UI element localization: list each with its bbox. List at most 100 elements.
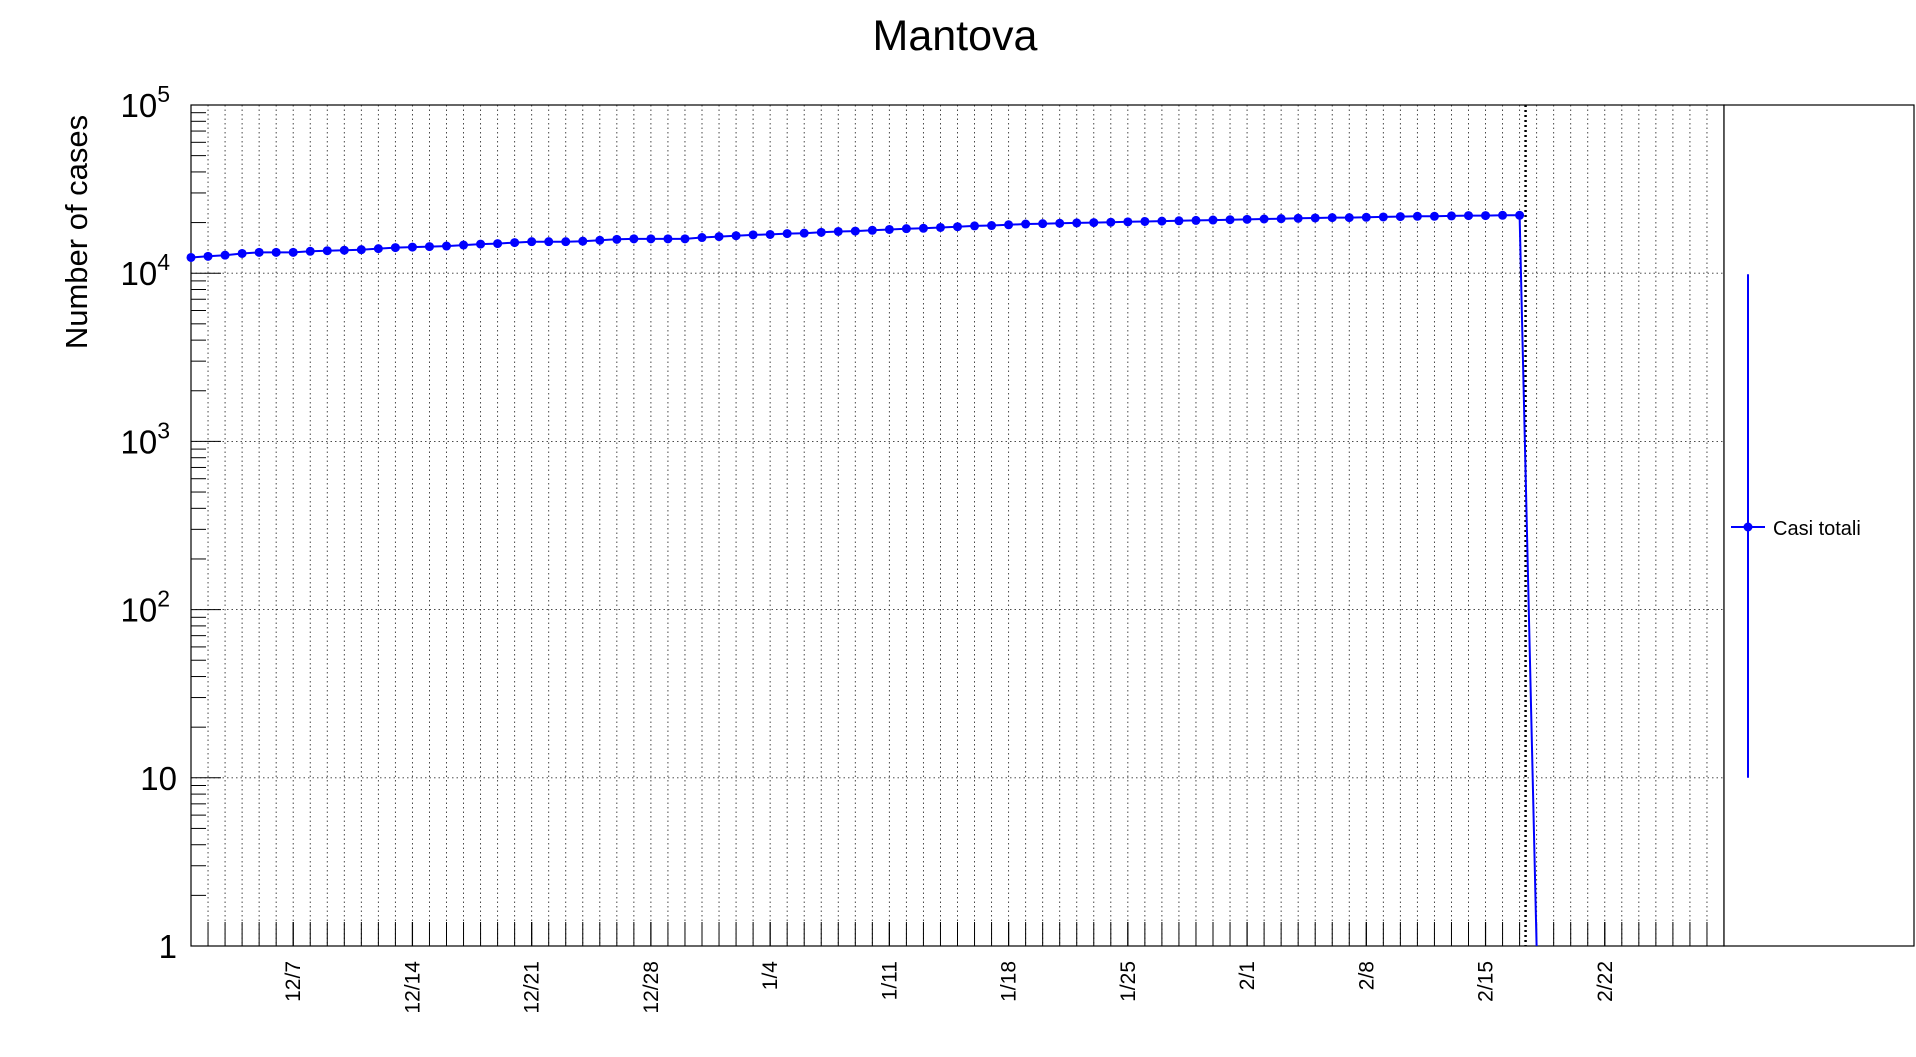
x-tick-label: 1/18 xyxy=(998,961,1021,1002)
data-point xyxy=(561,237,571,247)
x-tick-label: 12/7 xyxy=(282,961,305,1002)
data-point xyxy=(1344,213,1354,223)
y-tick-label: 1 xyxy=(159,928,177,965)
data-point xyxy=(782,229,792,239)
data-point xyxy=(322,246,332,256)
data-point xyxy=(918,223,928,233)
data-point xyxy=(714,232,724,242)
data-point xyxy=(1276,214,1286,224)
data-point xyxy=(476,239,486,249)
data-point xyxy=(1072,218,1082,228)
data-point xyxy=(1106,217,1116,227)
data-point xyxy=(373,244,383,254)
data-point xyxy=(1174,216,1184,226)
data-point xyxy=(765,229,775,239)
data-point xyxy=(1191,215,1201,225)
data-point xyxy=(493,239,503,249)
data-point xyxy=(1498,210,1508,220)
data-point xyxy=(833,226,843,236)
data-point xyxy=(527,237,537,247)
data-point xyxy=(816,227,826,237)
data-point xyxy=(1208,215,1218,225)
data-point xyxy=(1140,216,1150,226)
data-point xyxy=(442,241,451,251)
data-point xyxy=(1123,217,1133,227)
data-point xyxy=(935,222,945,232)
y-axis-label: Number of cases xyxy=(59,115,94,349)
data-point xyxy=(1157,216,1167,226)
data-point xyxy=(1412,211,1422,221)
data-point xyxy=(220,250,230,260)
y-tick-label: 105 xyxy=(120,81,170,124)
data-point xyxy=(271,247,281,257)
series-layer xyxy=(186,105,1538,947)
data-point xyxy=(1259,214,1269,224)
data-point xyxy=(578,236,588,246)
data-point xyxy=(1293,213,1303,223)
data-point xyxy=(1021,219,1031,229)
data-point xyxy=(288,247,298,257)
data-point xyxy=(1038,219,1048,229)
data-point xyxy=(390,243,400,253)
chart-title: Mantova xyxy=(873,12,1038,60)
legend: Casi totali xyxy=(1723,104,1915,947)
data-point xyxy=(1055,218,1065,228)
data-point xyxy=(203,251,213,261)
data-point xyxy=(612,234,622,244)
data-point xyxy=(254,247,264,257)
x-tick-label: 12/21 xyxy=(521,961,544,1014)
data-point xyxy=(339,245,349,255)
legend-box xyxy=(1723,104,1915,947)
data-point xyxy=(731,231,741,241)
data-point xyxy=(1089,218,1099,228)
data-point xyxy=(680,234,690,244)
data-point xyxy=(987,221,997,231)
y-tick-label: 103 xyxy=(120,417,170,460)
data-point xyxy=(1327,213,1337,223)
x-tick-label: 1/25 xyxy=(1117,961,1140,1002)
data-point xyxy=(424,242,434,252)
data-point xyxy=(629,234,639,244)
data-point xyxy=(646,234,656,244)
axes: 1 10 102 103 104 105 12/7 12/14 12/21 12/28 1/4 1/1… xyxy=(120,81,1725,1014)
legend-marker xyxy=(1743,522,1753,532)
data-point xyxy=(1515,210,1525,220)
data-point xyxy=(1378,212,1388,222)
data-point xyxy=(356,245,366,255)
data-point xyxy=(1395,212,1405,222)
data-point xyxy=(1242,214,1252,224)
data-point xyxy=(1310,213,1320,223)
x-tick-label: 1/4 xyxy=(759,961,782,991)
legend-label: Casi totali xyxy=(1773,518,1861,540)
y-tick-label: 102 xyxy=(120,586,170,629)
data-point xyxy=(1004,220,1014,230)
data-point xyxy=(901,224,911,234)
data-point xyxy=(850,226,860,236)
data-point xyxy=(459,240,469,250)
data-point xyxy=(1361,212,1371,222)
y-tick-label: 10 xyxy=(140,760,177,797)
data-point xyxy=(953,222,962,232)
data-point xyxy=(544,237,554,247)
data-point xyxy=(1464,211,1473,221)
data-point xyxy=(748,230,758,240)
data-point xyxy=(1481,211,1491,221)
data-point xyxy=(884,224,894,234)
x-tick-label: 2/15 xyxy=(1475,961,1498,1002)
data-point xyxy=(663,234,673,244)
data-point xyxy=(1429,211,1439,221)
x-tick-label: 1/11 xyxy=(878,961,901,1000)
data-point xyxy=(697,233,707,243)
data-point xyxy=(1225,215,1235,225)
data-point xyxy=(305,246,315,256)
data-point xyxy=(407,242,417,252)
data-point xyxy=(237,248,247,258)
data-point xyxy=(510,238,520,248)
data-point xyxy=(970,221,980,231)
x-tick-label: 12/14 xyxy=(401,961,424,1014)
data-point xyxy=(1446,211,1456,221)
data-point xyxy=(867,225,877,235)
